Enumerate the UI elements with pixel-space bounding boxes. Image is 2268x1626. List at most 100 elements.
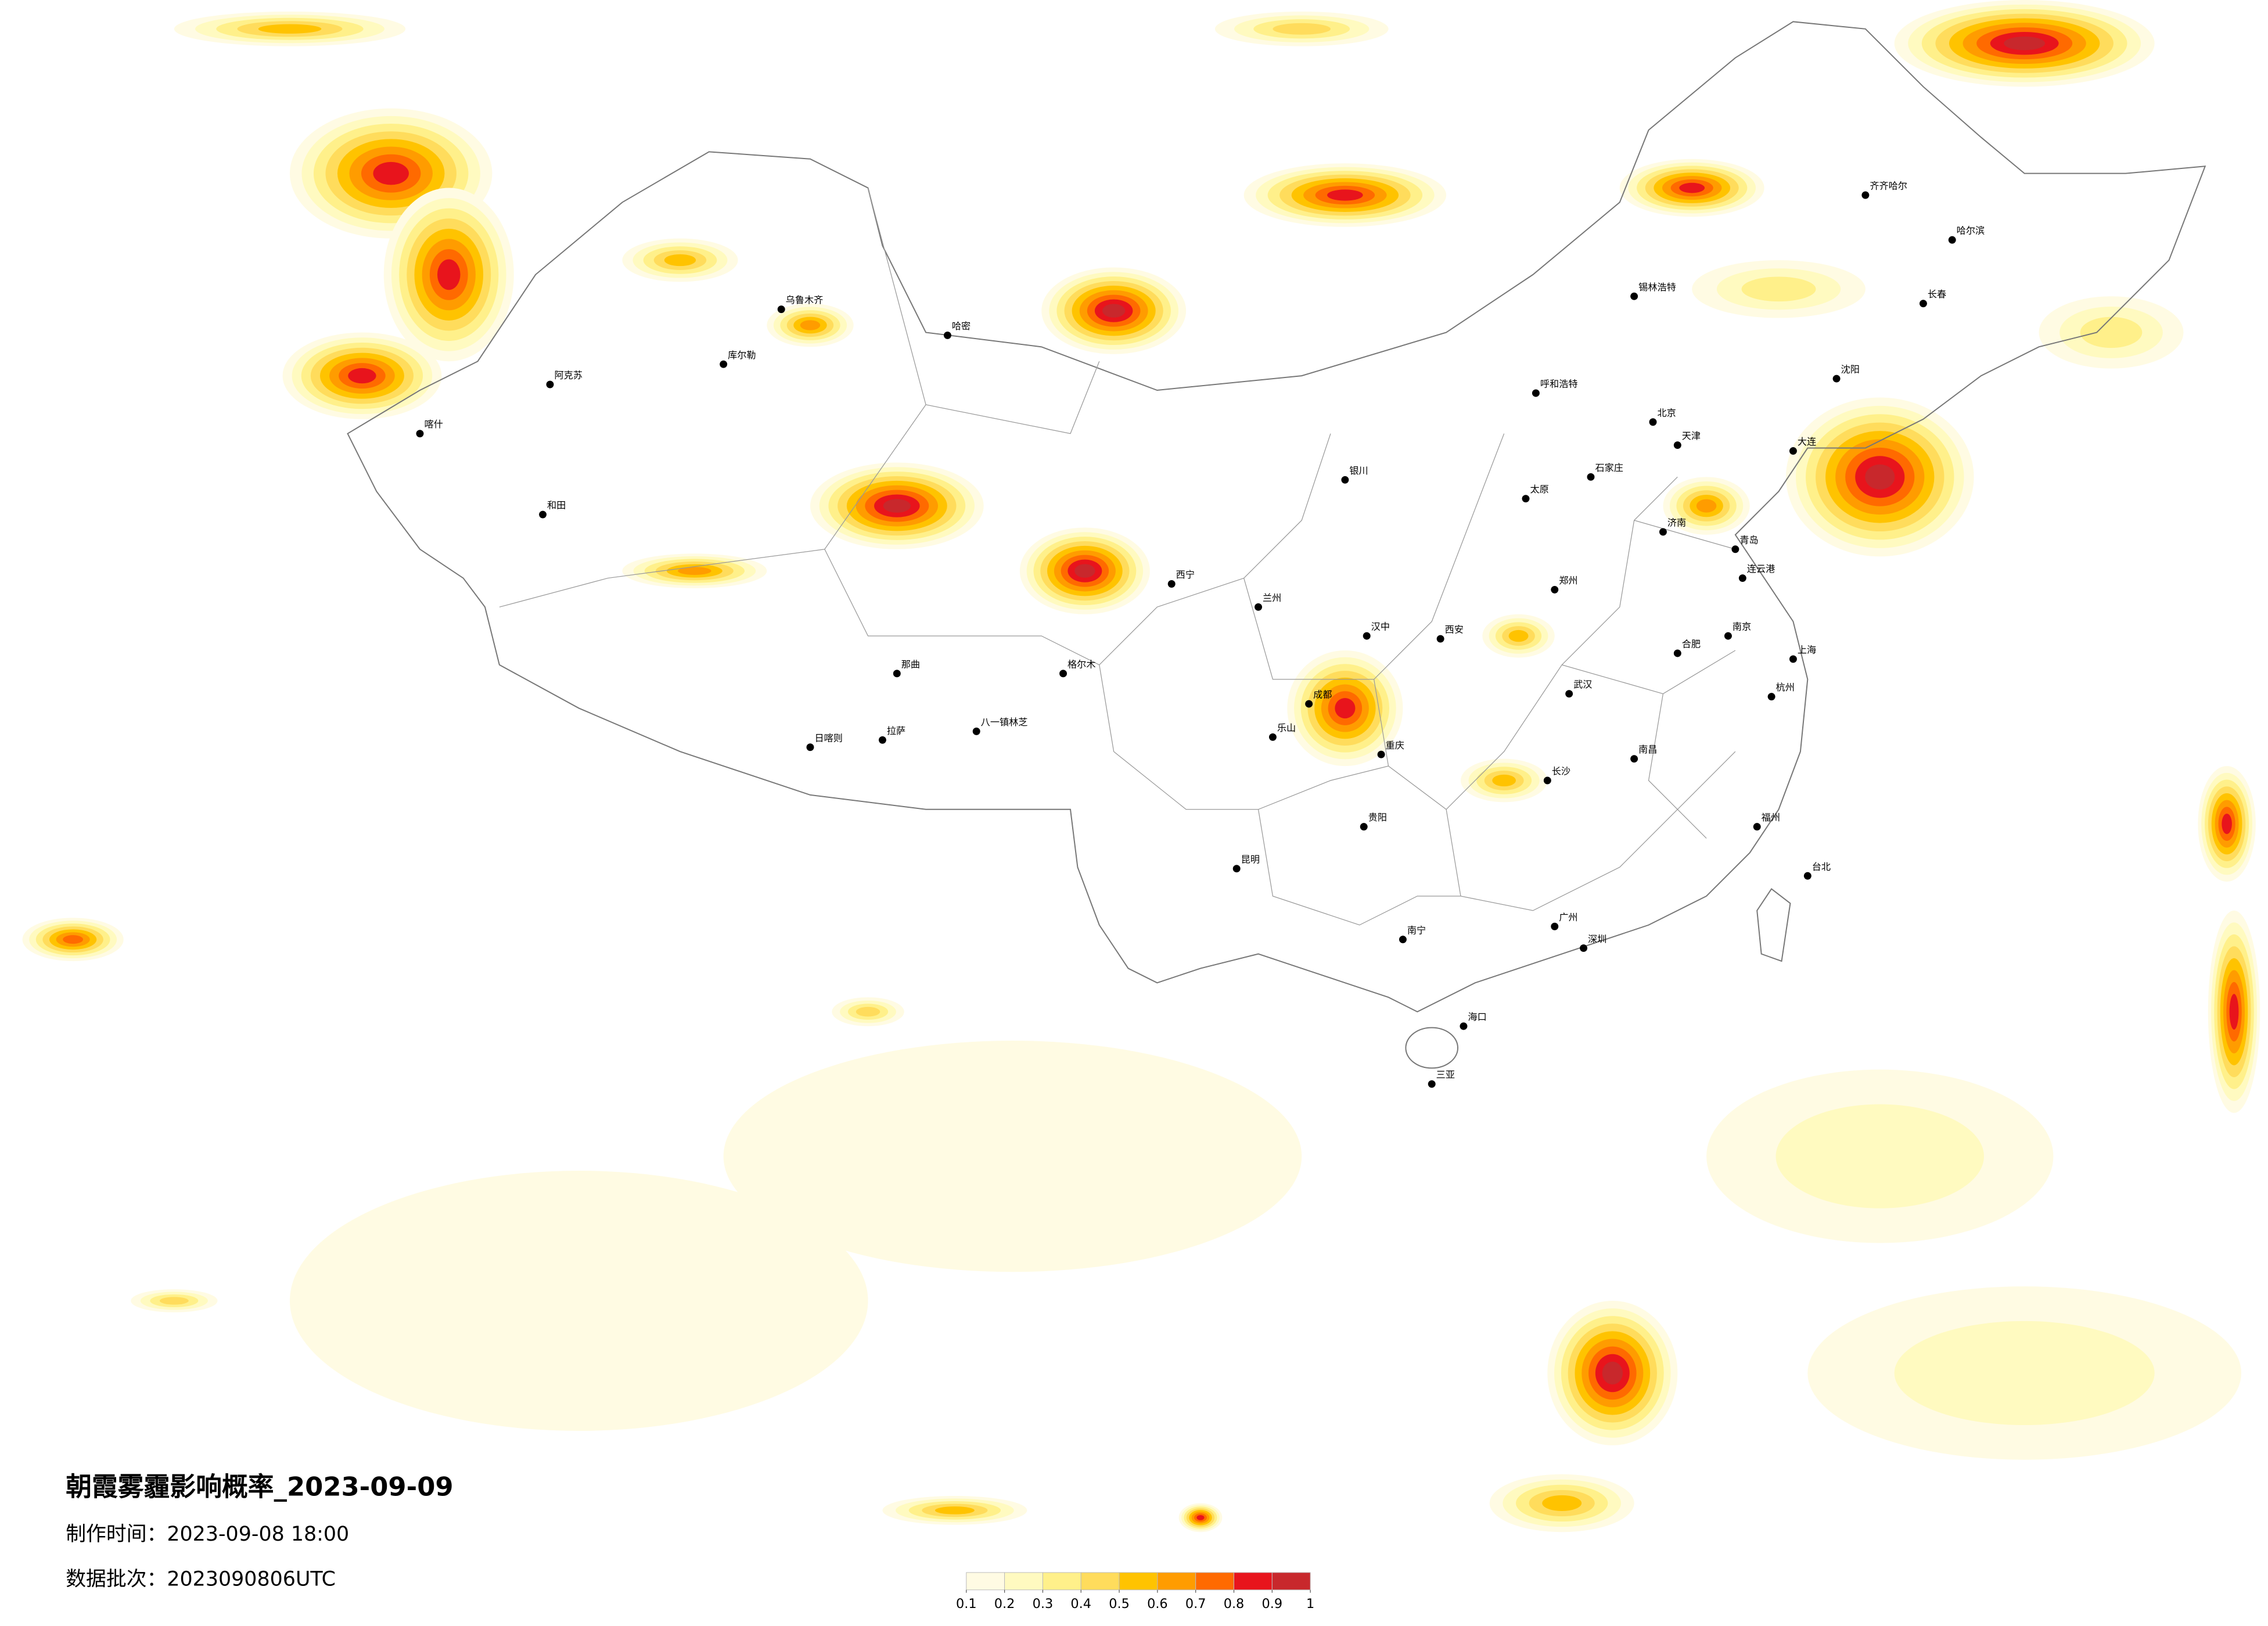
legend-label: 0.7	[1185, 1596, 1206, 1611]
city-dot	[1673, 441, 1681, 449]
city-dot	[1673, 649, 1681, 657]
city-dot	[1232, 865, 1241, 873]
city-label: 武汉	[1573, 679, 1592, 690]
city-dot	[1543, 776, 1551, 785]
city-label: 北京	[1657, 407, 1676, 418]
city-dot	[1460, 1022, 1468, 1030]
city-dot	[1731, 545, 1739, 553]
city-label: 呼和浩特	[1540, 379, 1578, 390]
city-label: 三亚	[1436, 1069, 1455, 1080]
city-dot	[1630, 755, 1638, 763]
haze-patch	[664, 254, 696, 267]
city-dot	[1167, 580, 1176, 588]
city-label: 拉萨	[887, 725, 905, 736]
city-label: 库尔勒	[728, 350, 756, 361]
city-dot	[1738, 574, 1746, 582]
haze-patch	[437, 259, 461, 290]
city-label: 长春	[1928, 289, 1946, 300]
city-label: 沈阳	[1841, 364, 1860, 375]
city-label: 乐山	[1277, 722, 1296, 733]
city-label: 上海	[1798, 645, 1816, 656]
city-label: 和田	[547, 500, 566, 511]
haze-patch	[159, 1297, 189, 1305]
city-dot	[806, 743, 814, 751]
city-dot	[720, 360, 728, 368]
made-time: 制作时间：2023-09-08 18:00	[66, 1523, 349, 1546]
city-dot	[972, 727, 980, 735]
haze-patch	[1327, 189, 1363, 201]
city-dot	[1580, 944, 1588, 952]
haze-patch	[1865, 464, 1895, 490]
province-lines	[499, 188, 1736, 926]
legend-swatch	[1004, 1572, 1043, 1591]
map-title: 朝霞雾霾影响概率_2023-09-09	[66, 1472, 453, 1502]
city-dot	[1724, 632, 1732, 640]
city-dot	[1360, 823, 1368, 831]
city-label: 南宁	[1407, 924, 1426, 936]
city-dot	[1587, 473, 1595, 481]
city-label: 西安	[1445, 624, 1464, 635]
legend-label: 0.9	[1262, 1596, 1283, 1611]
haze-patch	[1196, 1515, 1205, 1520]
city-label: 杭州	[1776, 682, 1795, 693]
haze-patch	[678, 567, 711, 575]
haze-patch	[1894, 1321, 2155, 1426]
city-label: 深圳	[1588, 933, 1606, 944]
haze-patch	[1775, 1104, 1984, 1208]
legend-label: 0.1	[956, 1596, 977, 1611]
city-label: 青岛	[1739, 534, 1758, 545]
city-label: 广州	[1559, 912, 1577, 923]
city-label: 日喀则	[814, 732, 842, 743]
haze-layer	[22, 0, 2260, 1533]
haze-patch	[2004, 36, 2046, 51]
city-label: 济南	[1667, 517, 1686, 528]
haze-patch	[1679, 182, 1705, 193]
legend-swatch	[1195, 1572, 1235, 1591]
city-label: 郑州	[1559, 575, 1577, 586]
city-dot	[1551, 922, 1559, 930]
city-dot	[1767, 693, 1775, 701]
city-label: 齐齐哈尔	[1870, 181, 1907, 192]
city-label: 成都	[1313, 689, 1332, 700]
city-dot	[1789, 447, 1797, 455]
city-dot	[1377, 750, 1385, 758]
city-dot	[1268, 733, 1277, 741]
city-dot	[1255, 603, 1263, 611]
legend-label: 1	[1306, 1596, 1314, 1611]
city-label: 昆明	[1241, 854, 1260, 865]
haze-patch	[800, 320, 821, 330]
city-label: 福州	[1762, 812, 1780, 823]
city-dot	[1649, 418, 1657, 426]
city-dot	[893, 670, 901, 678]
city-dot	[1861, 191, 1870, 199]
city-label: 长沙	[1552, 766, 1570, 777]
city-dot	[1532, 389, 1540, 397]
city-dot	[416, 430, 424, 438]
city-label: 乌鲁木齐	[786, 294, 824, 305]
haze-patch	[63, 935, 84, 944]
legend-swatch	[1042, 1572, 1081, 1591]
haze-patch	[2222, 814, 2232, 834]
haze-patch	[1074, 564, 1095, 578]
city-dot	[1341, 476, 1349, 484]
haze-patch	[1602, 1361, 1623, 1385]
city-label: 台北	[1812, 861, 1831, 872]
city-label: 汉中	[1371, 621, 1390, 632]
city-label: 合肥	[1682, 639, 1701, 650]
legend-label: 0.5	[1109, 1596, 1130, 1611]
city-dot	[546, 380, 554, 388]
city-label: 喀什	[424, 419, 443, 430]
china-outline	[347, 21, 2206, 1013]
haze-patch	[723, 1041, 1302, 1272]
city-label: 大连	[1798, 436, 1816, 447]
city-dot	[1551, 585, 1559, 593]
haze-patch	[2080, 316, 2143, 348]
city-dot	[1363, 632, 1371, 640]
city-label: 重庆	[1386, 740, 1404, 751]
haze-patch	[934, 1506, 975, 1515]
legend-swatch	[1157, 1572, 1196, 1591]
city-label: 西宁	[1176, 569, 1195, 580]
haze-patch	[1492, 774, 1516, 787]
